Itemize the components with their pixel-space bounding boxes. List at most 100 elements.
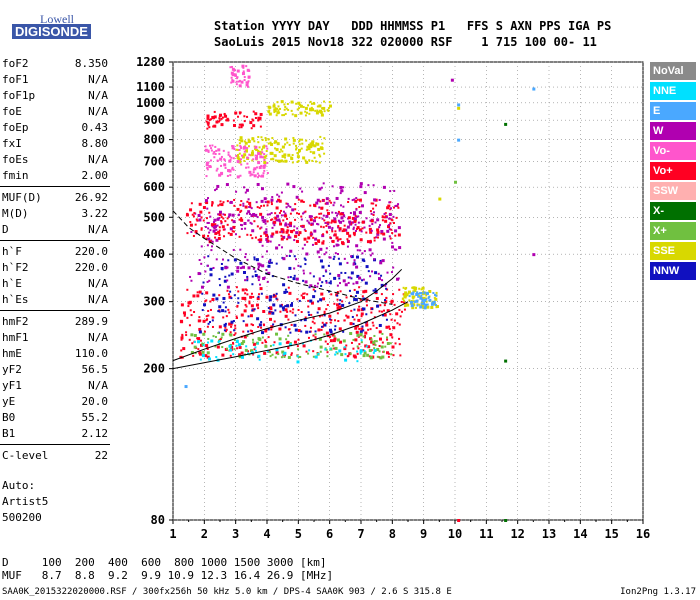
echo-point (260, 187, 264, 191)
echo-point (314, 336, 317, 339)
echo-point (238, 123, 241, 126)
echo-point (235, 154, 238, 157)
echo-point (243, 153, 247, 157)
echo-point (354, 223, 357, 226)
echo-point (304, 263, 307, 266)
echo-point (434, 294, 437, 297)
echo-point (258, 293, 261, 296)
echo-point (280, 230, 283, 233)
echo-point (294, 218, 297, 221)
echo-point (281, 306, 285, 310)
echo-point (268, 213, 271, 216)
echo-point (323, 312, 326, 315)
echo-point (319, 146, 323, 150)
echo-point (334, 325, 337, 328)
echo-point (330, 201, 333, 204)
echo-point (374, 221, 377, 224)
echo-point (291, 231, 294, 234)
echo-point (263, 169, 266, 172)
echo-point (193, 310, 196, 313)
echo-point (190, 202, 193, 205)
echo-point (331, 230, 334, 233)
echo-point (225, 328, 228, 331)
echo-point (209, 273, 213, 277)
param-name: hmE (2, 347, 22, 360)
y-tick-label: 200 (143, 362, 165, 376)
echo-point (317, 223, 320, 226)
echo-point (218, 305, 222, 309)
echo-point (392, 266, 395, 269)
echo-point (314, 237, 318, 241)
echo-point (275, 297, 278, 300)
echo-point (220, 221, 223, 224)
echo-point (290, 353, 293, 356)
echo-point (229, 331, 232, 334)
echo-point (382, 185, 386, 189)
echo-point (315, 160, 318, 163)
echo-point (204, 199, 208, 203)
echo-point (224, 306, 227, 309)
echo-point (197, 272, 201, 276)
echo-point (336, 294, 339, 297)
echo-point (310, 231, 313, 234)
param-row: B1 2.12 (0, 426, 110, 442)
echo-point (281, 154, 285, 158)
echo-point (331, 333, 335, 337)
echo-point (226, 217, 229, 220)
echo-point (284, 288, 287, 291)
echo-point (290, 303, 294, 307)
echo-point (281, 230, 285, 234)
echo-point (219, 157, 223, 161)
echo-point (264, 137, 267, 140)
echo-point (243, 120, 246, 123)
echo-point (213, 223, 217, 227)
echo-point (395, 204, 398, 207)
echo-point (283, 355, 286, 358)
echo-point (273, 341, 276, 344)
polarization-legend: NoVal NNE E W Vo- Vo+ SSW X- X+ SSE NNW (650, 62, 696, 282)
echo-point (218, 210, 222, 214)
echo-point (244, 149, 248, 153)
echo-point (280, 237, 284, 241)
echo-point (251, 275, 254, 278)
echo-point (326, 351, 329, 354)
echo-point (329, 272, 332, 275)
echo-point (321, 234, 325, 238)
y-tick-label: 1000 (136, 96, 165, 110)
echo-point (218, 234, 221, 237)
echo-point (229, 290, 232, 293)
echo-point (214, 153, 217, 156)
echo-point (347, 281, 350, 284)
echo-point (336, 291, 339, 294)
echo-point (282, 283, 286, 287)
echo-point (273, 154, 277, 158)
echo-point (261, 244, 264, 247)
echo-point (299, 265, 302, 268)
param-value: 26.92 (74, 191, 108, 204)
echo-point (197, 340, 201, 344)
echo-point (318, 277, 321, 280)
param-value: N/A (88, 89, 108, 102)
echo-point (352, 211, 356, 215)
echo-point (359, 182, 363, 186)
echo-point (359, 185, 363, 189)
echo-point (297, 159, 300, 162)
echo-point (290, 109, 293, 112)
echo-point (224, 275, 227, 278)
echo-point (261, 331, 265, 335)
echo-point (224, 310, 227, 313)
echo-point (290, 157, 294, 161)
echo-point (256, 206, 259, 209)
echo-point (311, 233, 314, 236)
echo-point (358, 343, 361, 346)
legend-item: Vo- (650, 142, 696, 160)
echo-point (217, 310, 220, 313)
echo-point (390, 271, 393, 274)
echo-point (364, 334, 367, 337)
echo-point (257, 176, 260, 179)
echo-point (228, 213, 232, 217)
echo-point (221, 309, 225, 313)
echo-point (327, 335, 330, 338)
echo-point (189, 275, 192, 278)
echo-point (391, 245, 395, 249)
